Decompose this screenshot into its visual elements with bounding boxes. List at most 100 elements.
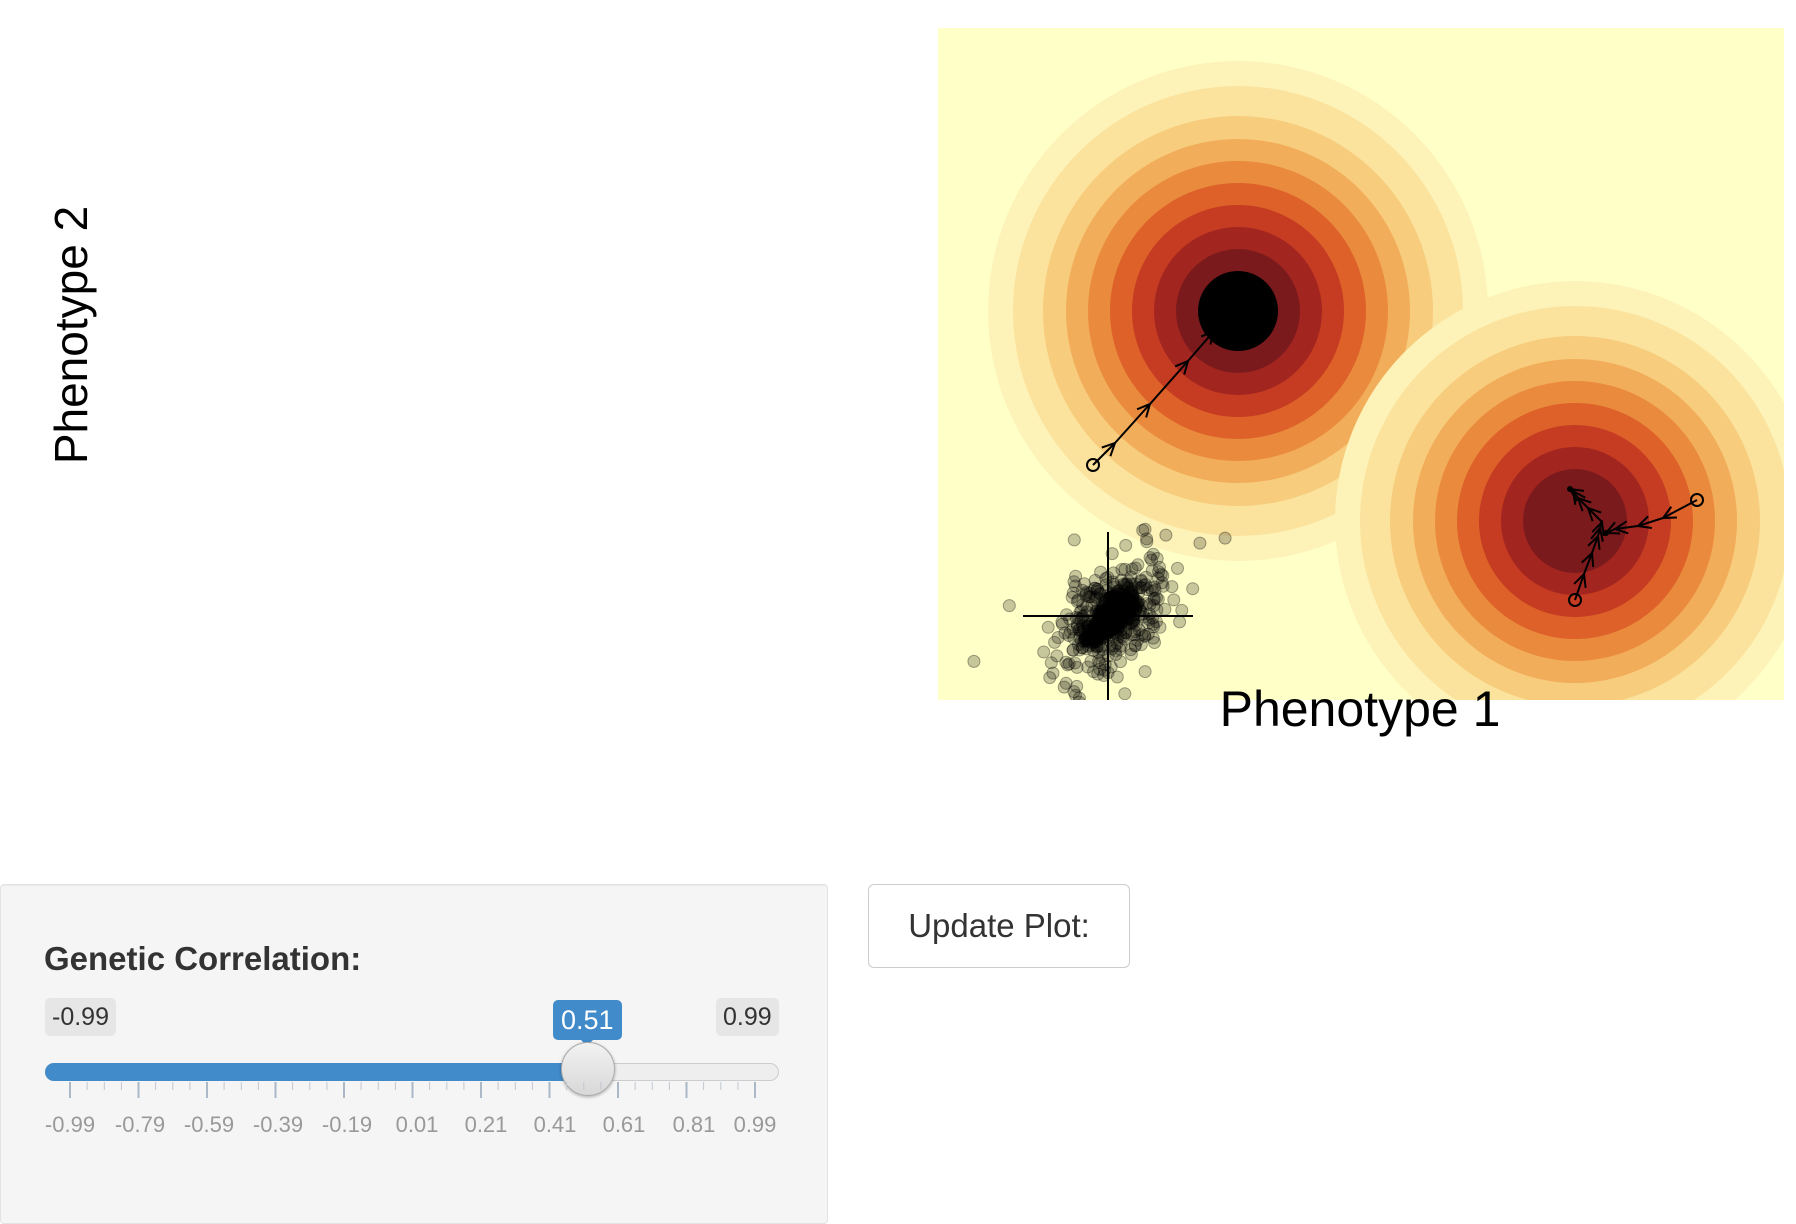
population-point <box>1153 620 1167 634</box>
population-point <box>1060 608 1073 622</box>
population-point <box>1066 622 1080 636</box>
population-point <box>1079 587 1093 601</box>
tick-label: -0.59 <box>183 1112 235 1137</box>
population-point <box>1097 669 1111 682</box>
population-point <box>1093 656 1107 670</box>
slider-ticks <box>69 1082 756 1098</box>
contour-level <box>1198 271 1278 351</box>
tick-label: -0.79 <box>114 1112 166 1137</box>
population-point <box>1118 687 1132 700</box>
y-axis-label-container: Phenotype 2 <box>45 190 97 480</box>
population-point <box>1108 643 1122 657</box>
slider-label: Genetic Correlation: <box>44 940 362 977</box>
population-point <box>1088 573 1102 587</box>
trajectory-segment <box>1187 330 1215 362</box>
population-point <box>1105 547 1119 561</box>
population-point <box>1099 578 1113 592</box>
landscape-svg <box>938 28 1784 700</box>
population-point <box>1141 627 1155 641</box>
population-point <box>1082 590 1096 604</box>
contour-level <box>1523 469 1627 573</box>
population-point <box>1057 680 1071 694</box>
population-point <box>1041 620 1055 634</box>
tick-label: 0.41 <box>533 1112 577 1137</box>
population-point <box>1091 591 1104 605</box>
population-point <box>1076 583 1089 597</box>
trajectory-segment <box>1577 497 1589 509</box>
population-point <box>1062 657 1076 671</box>
population-point <box>1147 593 1161 607</box>
population-point <box>1002 599 1016 613</box>
population-point <box>1088 581 1102 595</box>
population-point <box>1083 586 1097 600</box>
population-point <box>1092 624 1107 638</box>
population-point <box>1066 586 1080 600</box>
population-point <box>1069 610 1083 624</box>
population-point <box>1048 635 1062 649</box>
population-point <box>1091 667 1105 681</box>
population-point <box>1046 666 1060 680</box>
update-plot-button[interactable]: Update Plot: <box>868 884 1130 968</box>
population-point <box>1128 628 1141 642</box>
population-point <box>1186 582 1200 596</box>
population-point <box>1066 643 1080 657</box>
tick-label: 0.21 <box>464 1112 508 1137</box>
population-point <box>1145 553 1159 567</box>
population-point <box>1125 562 1139 576</box>
population-point <box>1058 626 1072 640</box>
population-point <box>1092 654 1106 668</box>
tick-label: 0.61 <box>602 1112 646 1137</box>
population-point <box>1141 616 1155 630</box>
population-point <box>1109 648 1123 661</box>
population-point <box>1071 620 1084 634</box>
slider-handle[interactable] <box>561 1042 615 1096</box>
population-point <box>1125 628 1139 642</box>
population-point <box>1124 647 1138 661</box>
population-point <box>1145 564 1159 577</box>
population-point <box>1138 629 1152 643</box>
population-point <box>1147 599 1161 613</box>
trajectory-segment <box>1114 403 1151 444</box>
population-point <box>1110 670 1124 684</box>
trajectory-segment <box>1591 535 1599 554</box>
population-point <box>1140 532 1154 546</box>
population-crosshair <box>1023 532 1193 700</box>
trajectory-segment <box>1092 442 1116 466</box>
population-point <box>1055 617 1069 631</box>
open-circle-icon <box>1690 493 1704 507</box>
trajectory-segment <box>1583 552 1593 575</box>
population-point <box>1147 591 1161 605</box>
population-point <box>1154 567 1168 581</box>
population-point <box>1138 629 1151 642</box>
population-point <box>1138 522 1152 536</box>
trajectory-end <box>1240 291 1246 297</box>
population-point <box>1068 579 1082 593</box>
population-point <box>1134 638 1148 652</box>
population-point <box>1218 531 1232 545</box>
population-point <box>1124 570 1138 584</box>
population-point <box>1165 580 1179 594</box>
population-point <box>1137 578 1151 592</box>
tick-label: 0.99 <box>733 1112 777 1137</box>
population-point <box>1068 656 1082 670</box>
population-point <box>1076 598 1090 612</box>
population-point <box>1119 538 1133 552</box>
population-point <box>1158 602 1172 616</box>
population-point <box>1175 603 1189 617</box>
fitness-peak-right <box>1335 281 1784 700</box>
population-point <box>1067 685 1081 699</box>
population-point <box>1050 649 1064 663</box>
population-point <box>1128 638 1142 652</box>
population-point <box>1114 573 1128 587</box>
population-point <box>1138 665 1152 679</box>
population-point <box>1088 590 1102 604</box>
population-point <box>1087 581 1101 595</box>
population-point <box>1067 575 1081 589</box>
population-point <box>1044 656 1058 670</box>
population-point <box>1148 583 1162 597</box>
tick-label: -0.39 <box>252 1112 304 1137</box>
population-point <box>1087 665 1101 679</box>
population-point <box>1146 617 1160 631</box>
population-point <box>1146 631 1160 645</box>
population-point <box>1167 593 1181 607</box>
